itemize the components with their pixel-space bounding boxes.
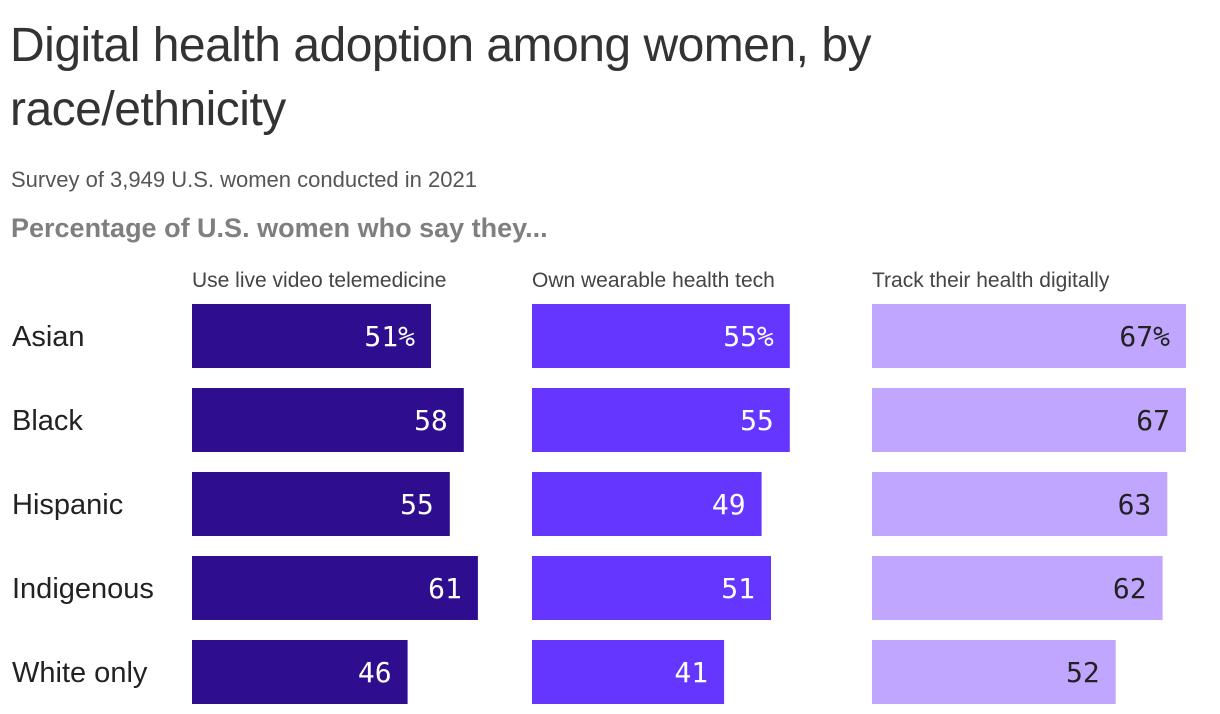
bar <box>192 640 408 704</box>
data-label: 55 <box>400 488 434 521</box>
bar <box>872 640 1116 704</box>
data-label: 55 <box>740 404 774 437</box>
bar <box>192 472 450 536</box>
bar <box>532 472 762 536</box>
bar <box>532 640 725 704</box>
series-own-wearable-health-tech: Own wearable health tech 55% 55 49 51 41 <box>532 269 790 704</box>
series-track-their-health-digitally: Track their health digitally 67% 67 63 62 52 <box>872 269 1186 704</box>
data-label: 67% <box>1119 320 1170 353</box>
bar <box>532 304 790 368</box>
bar <box>872 556 1163 620</box>
bar <box>872 304 1186 368</box>
data-label: 61 <box>428 572 462 605</box>
bar <box>192 388 464 452</box>
bar <box>872 472 1168 536</box>
chart-subtitle: Survey of 3,949 U.S. women conducted in … <box>11 167 477 192</box>
data-label: 62 <box>1113 572 1147 605</box>
data-label: 52 <box>1066 656 1100 689</box>
bar <box>532 388 790 452</box>
bar <box>192 556 478 620</box>
series-header: Track their health digitally <box>872 269 1110 292</box>
bar <box>192 304 431 368</box>
data-label: 58 <box>414 404 448 437</box>
series-header: Use live video telemedicine <box>192 269 446 292</box>
data-label: 46 <box>358 656 392 689</box>
data-label: 67 <box>1136 404 1170 437</box>
data-label: 51 <box>721 572 755 605</box>
data-label: 49 <box>712 488 746 521</box>
data-label: 41 <box>674 656 708 689</box>
series-header: Own wearable health tech <box>532 269 775 292</box>
bar <box>532 556 771 620</box>
category-label: Black <box>12 405 83 437</box>
data-label: 55% <box>723 320 774 353</box>
bar <box>872 388 1186 452</box>
data-label: 63 <box>1118 488 1152 521</box>
category-label: Indigenous <box>12 573 154 605</box>
category-label: White only <box>12 657 148 689</box>
measure-label: Percentage of U.S. women who say they... <box>11 213 548 243</box>
series-use-live-video-telemedicine: Use live video telemedicine 51% 58 55 61 46 <box>192 269 478 704</box>
data-label: 51% <box>364 320 415 353</box>
category-label: Asian <box>12 321 85 353</box>
category-label: Hispanic <box>12 489 123 521</box>
chart-title: Digital health adoption among women, by … <box>10 19 872 136</box>
